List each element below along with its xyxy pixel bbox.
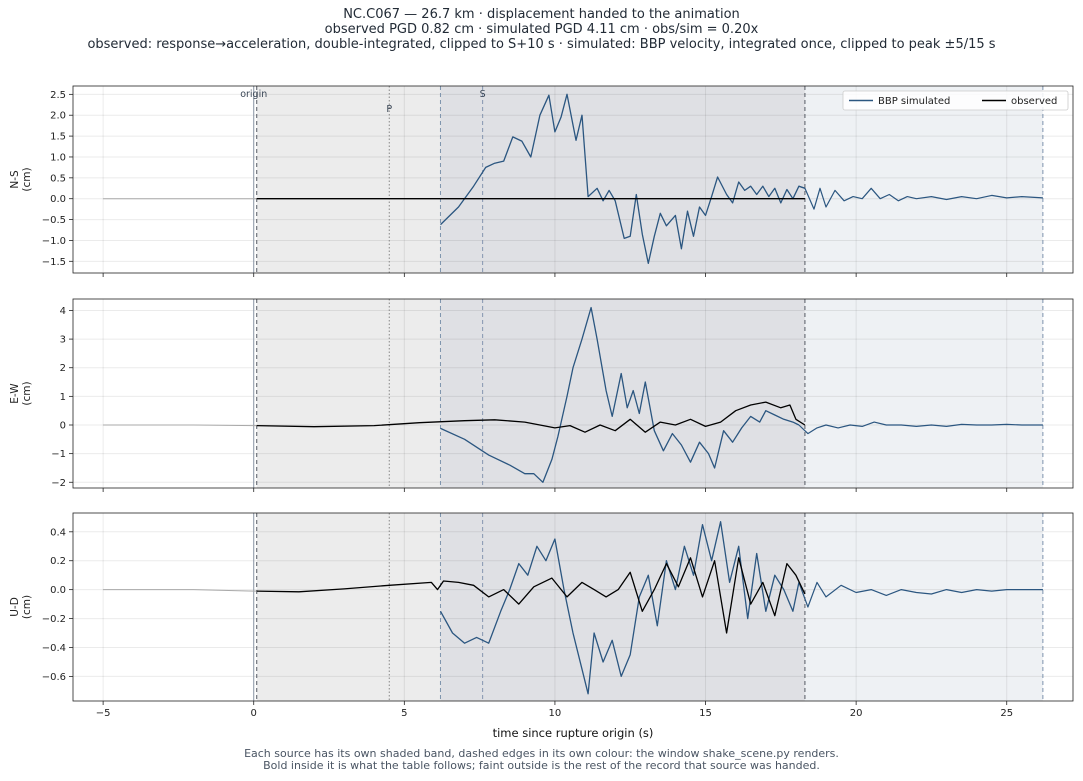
- y-tick-label: −0.4: [42, 643, 66, 654]
- observed-window-band: [256, 513, 441, 701]
- x-tick-label: 10: [549, 708, 562, 719]
- y-tick-label: 2: [60, 363, 66, 374]
- observed-trace: [256, 557, 806, 634]
- simulated-window-band: [804, 513, 1043, 701]
- simulated-trace-tail: [798, 581, 1043, 608]
- panel-traces: [103, 521, 1043, 695]
- panel-frame: [72, 298, 1074, 489]
- x-tick-label: 25: [1000, 708, 1013, 719]
- y-tick-label: −1: [51, 449, 66, 460]
- footer-note-line-1: Each source has its own shaded band, das…: [244, 747, 839, 760]
- x-tick-label: 5: [401, 708, 407, 719]
- simulated-trace-tail: [798, 421, 1043, 435]
- y-tick-label: −2: [51, 478, 66, 489]
- y-tick-label: −0.2: [42, 614, 66, 625]
- simulated-trace: [440, 306, 800, 483]
- simulated-window-band: [804, 299, 1043, 488]
- legend: BBP simulated observed: [842, 90, 1069, 111]
- y-tick-label: 0.5: [50, 173, 66, 184]
- simulated-window-band: [804, 86, 1043, 273]
- y-axis-label: N-S: [9, 170, 21, 189]
- legend-label-simulated: BBP simulated: [878, 96, 950, 107]
- y-tick-label: 0.4: [50, 527, 66, 538]
- panel-u-d: −0.6 −0.4 −0.2 0.0 0.2 0.4 −5 0 5 10 15 20 25 U-D (cm): [9, 512, 1074, 719]
- marker-label-p: P: [386, 104, 392, 115]
- y-tick-label: −1.0: [42, 236, 66, 247]
- simulated-trace: [440, 93, 806, 265]
- x-axis-label: time since rupture origin (s): [493, 726, 654, 740]
- y-tick-label: 0.0: [50, 194, 66, 205]
- y-tick-label: 1.5: [50, 132, 66, 143]
- y-tick-label: 2.5: [50, 90, 66, 101]
- x-tick-label: −5: [96, 708, 111, 719]
- y-tick-label: 1.0: [50, 152, 66, 163]
- y-tick-label: −1.5: [42, 257, 66, 268]
- panel-frame: [72, 85, 1074, 274]
- x-tick-label: 20: [850, 708, 863, 719]
- y-tick-label: 0.0: [50, 585, 66, 596]
- x-tick-label: 15: [699, 708, 712, 719]
- panel-traces: [103, 93, 1043, 265]
- chart-title-line-3: observed: response→acceleration, double-…: [87, 37, 996, 52]
- x-tick-label: 0: [251, 708, 257, 719]
- overlap-window-band: [440, 299, 805, 488]
- y-axis-unit: (cm): [21, 381, 33, 405]
- y-axis-label: U-D: [9, 597, 21, 617]
- panel-traces: [103, 306, 1043, 483]
- observed-trace-faint: [103, 424, 257, 427]
- observed-trace-faint: [103, 589, 257, 592]
- simulated-trace-tail: [798, 185, 1043, 210]
- y-axis-unit: (cm): [21, 167, 33, 191]
- panel-e-w: −2 −1 0 1 2 3 4 E-W (cm): [9, 298, 1074, 492]
- footer-note-line-2: Bold inside it is what the table follows…: [263, 759, 820, 772]
- panel-n-s: origin P S −1.5 −1.0 −0.5 0.0 0.5 1.0 1.5 2.0 2.5 N-…: [9, 85, 1074, 277]
- marker-label-origin: origin: [240, 89, 267, 100]
- y-tick-label: 0: [60, 421, 66, 432]
- y-tick-label: 0.2: [50, 556, 66, 567]
- y-tick-label: −0.6: [42, 672, 66, 683]
- panel-frame: [72, 512, 1074, 702]
- legend-box: [842, 90, 1069, 111]
- chart-title-line-1: NC.C067 — 26.7 km · displacement handed …: [343, 7, 740, 22]
- legend-label-observed: observed: [1011, 96, 1057, 107]
- overlap-window-band: [440, 86, 805, 273]
- y-axis-unit: (cm): [21, 595, 33, 619]
- y-tick-label: 2.0: [50, 111, 66, 122]
- y-tick-label: −0.5: [42, 215, 66, 226]
- simulated-trace: [439, 521, 800, 695]
- observed-window-band: [256, 299, 441, 488]
- observed-trace: [256, 401, 806, 433]
- y-tick-label: 3: [60, 335, 66, 346]
- marker-label-s: S: [480, 89, 486, 100]
- y-tick-label: 1: [60, 392, 66, 403]
- y-axis-label: E-W: [9, 383, 21, 404]
- overlap-window-band: [440, 513, 805, 701]
- y-tick-label: 4: [60, 306, 66, 317]
- observed-window-band: [256, 86, 441, 273]
- chart-title-line-2: observed PGD 0.82 cm · simulated PGD 4.1…: [324, 22, 759, 37]
